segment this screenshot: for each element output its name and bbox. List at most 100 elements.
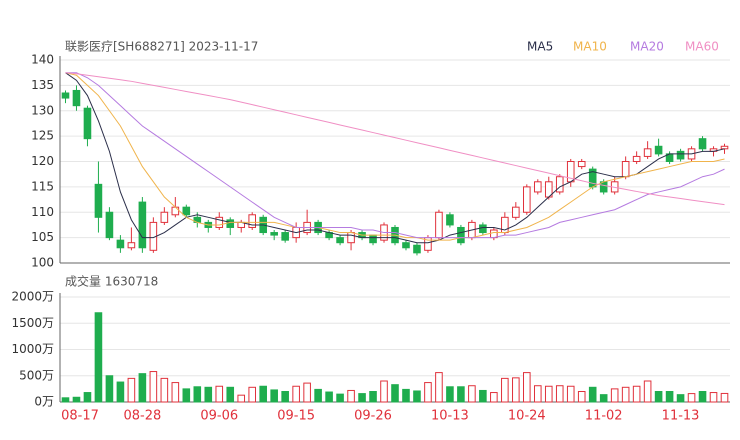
x-tick-label: 09-15: [277, 409, 315, 424]
candle-body: [457, 226, 465, 244]
candle-body: [435, 211, 443, 239]
legend-label: MA20: [630, 40, 664, 54]
candle-body: [720, 145, 729, 150]
volume-bar: [501, 377, 509, 403]
volume-bar: [687, 393, 696, 403]
x-tick-label: 11-02: [585, 409, 623, 424]
candle-body: [555, 176, 564, 193]
legend-label: MA10: [573, 40, 607, 54]
volume-bar: [314, 388, 322, 403]
legend-label: MA5: [527, 40, 553, 54]
volume-bar: [533, 385, 542, 403]
volume-bar: [138, 373, 147, 403]
candle-body: [83, 107, 92, 140]
candle-body: [94, 183, 103, 218]
x-tick-label: 09-26: [354, 409, 392, 424]
candle-body: [281, 232, 289, 241]
volume-bar: [193, 386, 202, 403]
x-tick-label: 09-06: [200, 409, 238, 424]
candle-body: [61, 92, 70, 99]
volume-bar: [358, 393, 366, 403]
volume-bar: [566, 385, 575, 403]
volume-bar: [632, 385, 641, 403]
volume-bar: [369, 391, 377, 403]
candle-body: [226, 219, 235, 228]
y-tick-label: 100: [31, 256, 54, 270]
candle-body: [621, 161, 630, 178]
volume-bar: [523, 372, 531, 403]
volume-bar: [413, 390, 421, 403]
x-tick-label: 08-28: [123, 409, 161, 424]
y-tick-label: 1500万: [11, 316, 54, 330]
candle-body: [182, 206, 191, 216]
candle-body: [138, 201, 147, 249]
candle-body: [127, 242, 136, 249]
x-tick-label: 11-13: [662, 409, 700, 424]
y-tick-label: 105: [31, 230, 54, 244]
candle-body: [512, 206, 520, 218]
volume-bar: [270, 389, 278, 403]
volume-bar: [577, 391, 586, 403]
volume-bar: [182, 388, 191, 403]
volume-bar: [380, 380, 388, 403]
volume-bar: [588, 386, 597, 403]
volume-bar: [544, 385, 553, 403]
y-tick-label: 115: [31, 179, 54, 193]
volume-bar: [281, 391, 289, 403]
x-tick-label: 08-17: [61, 409, 99, 424]
ma-line: [65, 72, 725, 239]
candle-body: [369, 234, 377, 244]
y-tick-label: 135: [31, 78, 54, 92]
volume-bar: [720, 392, 729, 403]
ma-line: [65, 72, 725, 206]
candle-body: [347, 232, 355, 244]
volume-bar: [610, 388, 619, 403]
candle-body: [105, 211, 114, 239]
volume-bar: [61, 397, 70, 403]
volume-bar: [424, 382, 432, 403]
y-tick-label: 2000万: [11, 290, 54, 304]
candle-body: [632, 155, 641, 163]
x-tick-label: 10-13: [431, 409, 469, 424]
candle-body: [533, 181, 542, 193]
volume-bar: [621, 386, 630, 403]
volume-bar: [347, 389, 355, 403]
y-tick-label: 500万: [19, 368, 54, 382]
volume-bar: [237, 394, 246, 403]
volume-bar: [83, 392, 92, 403]
candle-body: [413, 244, 421, 254]
candle-body: [336, 237, 344, 244]
volume-bar: [512, 377, 520, 403]
y-tick-label: 125: [31, 129, 54, 143]
candle-body: [643, 148, 652, 157]
volume-bar: [259, 385, 267, 403]
x-tick-label: 10-24: [508, 409, 546, 424]
legend-label: MA60: [685, 40, 719, 54]
volume-bar: [160, 377, 169, 403]
candle-body: [270, 232, 278, 236]
volume-bar: [479, 389, 487, 403]
volume-bar: [698, 391, 707, 403]
candle-body: [215, 216, 224, 228]
volume-bar: [105, 375, 114, 403]
ma-line: [65, 72, 725, 244]
volume-bar: [676, 394, 685, 403]
volume-bar: [303, 382, 311, 403]
volume-title: 成交量 1630718: [65, 274, 158, 289]
volume-bar: [446, 386, 454, 403]
volume-bar: [654, 391, 663, 403]
volume-bar: [490, 392, 498, 403]
chart-title: 联影医疗[SH688271] 2023-11-17: [65, 40, 258, 54]
candle-body: [479, 224, 487, 234]
volume-bar: [94, 312, 103, 403]
y-tick-label: 140: [31, 53, 54, 67]
candle-body: [160, 211, 169, 223]
volume-bar: [709, 392, 718, 403]
volume-bar: [248, 386, 257, 403]
y-tick-label: 120: [31, 154, 54, 168]
candle-body: [72, 89, 81, 107]
candle-body: [248, 214, 257, 228]
candle-body: [402, 242, 410, 249]
volume-bar: [402, 388, 410, 403]
